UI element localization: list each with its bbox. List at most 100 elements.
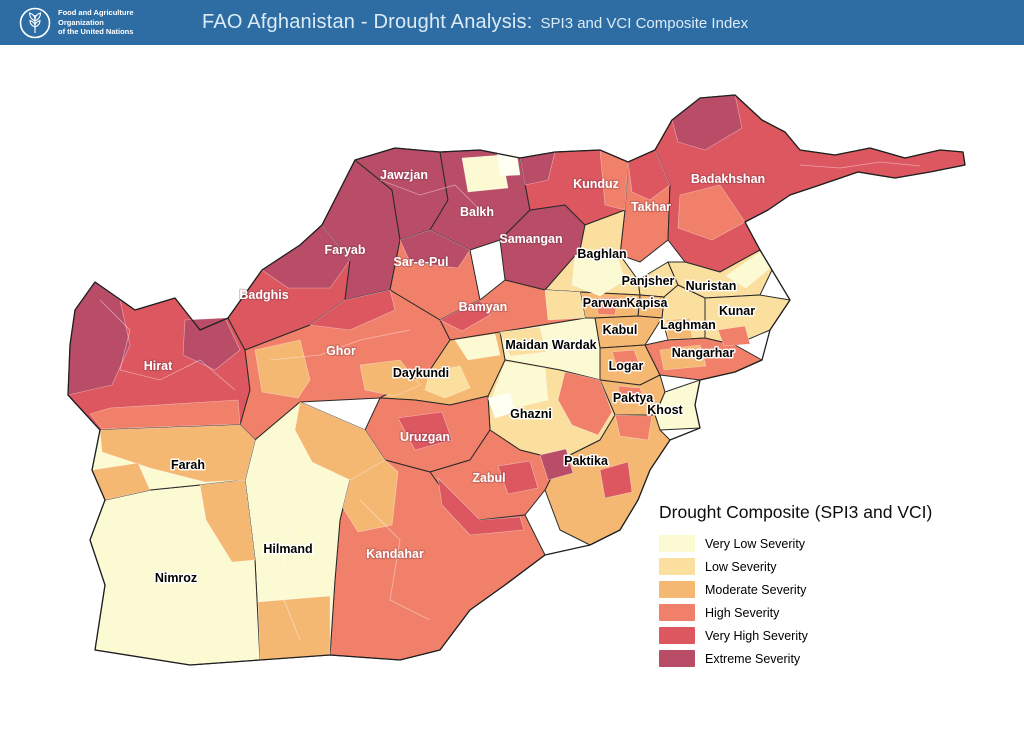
- label-nangarhar: Nangarhar: [672, 346, 735, 360]
- label-panjsher: Panjsher: [622, 274, 675, 288]
- label-khost: Khost: [647, 403, 683, 417]
- label-takhar: Takhar: [631, 200, 671, 214]
- district-patch-parwan-south: [595, 296, 619, 316]
- province-labels: Hirat Badghis Faryab Jawzjan Balkh Sar-e…: [143, 167, 767, 587]
- label-kapisa: Kapisa: [627, 296, 669, 310]
- label-kabul: Kabul: [603, 323, 638, 337]
- label-ghor: Ghor: [326, 344, 356, 358]
- district-boundary-lines: [99, 161, 921, 641]
- district-patch-balkh-river: [496, 152, 521, 177]
- district-patch-laghman-center: [665, 317, 693, 340]
- legend-swatch-rect: [659, 581, 695, 598]
- district-patch-paktika-east: [599, 461, 633, 499]
- district-patch-baghlan-center: [571, 249, 626, 297]
- label-samangan: Samangan: [499, 232, 562, 246]
- fao-org-name: Food and Agriculture Organization of the…: [58, 8, 178, 37]
- district-patch-ghor-north: [309, 289, 396, 331]
- header-bar: Food and Agriculture Organization of the…: [0, 0, 1024, 45]
- label-nimroz: Nimroz: [155, 571, 197, 585]
- label-paktika: Paktika: [564, 454, 609, 468]
- legend-label: Very Low Severity: [705, 536, 806, 551]
- legend-swatch-very-low: [659, 535, 695, 552]
- fao-logo-icon: [19, 7, 51, 38]
- legend-item-extreme: Extreme Severity: [659, 650, 932, 667]
- legend-title: Drought Composite (SPI3 and VCI): [659, 502, 933, 522]
- title-main: FAO Afghanistan - Drought Analysis:: [202, 11, 533, 33]
- label-uruzgan: Uruzgan: [400, 430, 450, 444]
- label-sar-e-pul: Sar-e-Pul: [394, 255, 449, 269]
- label-kunduz: Kunduz: [573, 177, 619, 191]
- label-jawzjan: Jawzjan: [380, 168, 428, 182]
- district-patch-paktika-north: [614, 414, 653, 441]
- legend-swatch-high: [659, 604, 695, 621]
- legend-swatch-extreme: [659, 650, 695, 667]
- legend-label: Extreme Severity: [705, 651, 801, 666]
- legend-swatch-rect: [659, 627, 695, 644]
- legend-swatch-rect: [659, 535, 695, 552]
- legend-item-very-high: Very High Severity: [659, 627, 932, 644]
- district-patch-hirat-south: [89, 399, 241, 430]
- district-boundary-line: [269, 459, 301, 641]
- district-boundary-line: [359, 499, 431, 621]
- district-patch-nimroz-northeast: [199, 479, 256, 563]
- district-patch-uruzgan-center: [397, 411, 453, 451]
- label-kandahar: Kandahar: [366, 547, 424, 561]
- district-boundary-line: [99, 299, 236, 391]
- legend-swatch-low: [659, 558, 695, 575]
- district-patch-bamyan-west: [439, 299, 491, 332]
- label-nuristan: Nuristan: [686, 279, 737, 293]
- district-patch-nuristan-east: [725, 251, 771, 289]
- fao-org-line2: of the United Nations: [58, 27, 134, 37]
- district-patch-daykundi-north: [454, 333, 501, 361]
- district-patch-logar-center: [611, 349, 641, 370]
- legend-swatch-rect: [659, 558, 695, 575]
- district-patch-ghor-west: [254, 339, 311, 399]
- label-badghis: Badghis: [239, 288, 288, 302]
- district-patch-hirat-center: [182, 317, 241, 371]
- legend: Drought Composite (SPI3 and VCI) Very Lo…: [659, 502, 932, 673]
- legend-label: Low Severity: [705, 559, 777, 574]
- label-logar: Logar: [609, 359, 644, 373]
- district-patch-maidan-wardak-west: [499, 326, 547, 357]
- label-bamyan: Bamyan: [459, 300, 508, 314]
- legend-item-high: High Severity: [659, 604, 932, 621]
- district-patch-sar-e-pul-north: [399, 229, 471, 269]
- title-subtitle: SPI3 and VCI Composite Index: [540, 15, 749, 32]
- label-zabul: Zabul: [472, 471, 505, 485]
- label-paktya: Paktya: [613, 391, 654, 405]
- label-parwan: Parwan: [583, 296, 627, 310]
- legend-item-moderate: Moderate Severity: [659, 581, 932, 598]
- district-patch-paktika-center: [539, 448, 574, 481]
- district-patch-ghazni-northwest: [487, 392, 516, 419]
- label-laghman: Laghman: [660, 318, 716, 332]
- district-patch-paktya-west: [617, 385, 646, 405]
- label-daykundi: Daykundi: [393, 366, 449, 380]
- district-boundary-line: [269, 329, 411, 361]
- label-ghazni: Ghazni: [510, 407, 552, 421]
- district-patch-zabul-center: [497, 460, 539, 495]
- district-patches: [67, 94, 771, 661]
- district-patch-hilmand-north: [294, 401, 386, 481]
- district-patch-badakhshan-center: [677, 184, 746, 241]
- legend-swatch-rect: [659, 650, 695, 667]
- district-patch-daykundi-center: [424, 365, 471, 399]
- legend-swatch-moderate: [659, 581, 695, 598]
- legend-label: Moderate Severity: [705, 582, 807, 597]
- district-patch-bamyan-east: [544, 289, 586, 321]
- label-baghlan: Baghlan: [577, 247, 626, 261]
- district-boundary-line: [379, 179, 481, 211]
- district-patch-kandahar-north: [437, 477, 525, 536]
- district-patch-kunar-south: [717, 325, 751, 347]
- district-patch-ghazni-east: [557, 371, 613, 436]
- label-kunar: Kunar: [719, 304, 755, 318]
- legend-label: High Severity: [705, 605, 780, 620]
- district-boundary-line: [799, 161, 921, 169]
- district-patch-nangarhar-center: [659, 344, 707, 371]
- legend-swatch-very-high: [659, 627, 695, 644]
- label-farah: Farah: [171, 458, 205, 472]
- page-title: FAO Afghanistan - Drought Analysis: SPI3…: [202, 11, 748, 34]
- label-hirat: Hirat: [144, 359, 173, 373]
- legend-swatch-rect: [659, 604, 695, 621]
